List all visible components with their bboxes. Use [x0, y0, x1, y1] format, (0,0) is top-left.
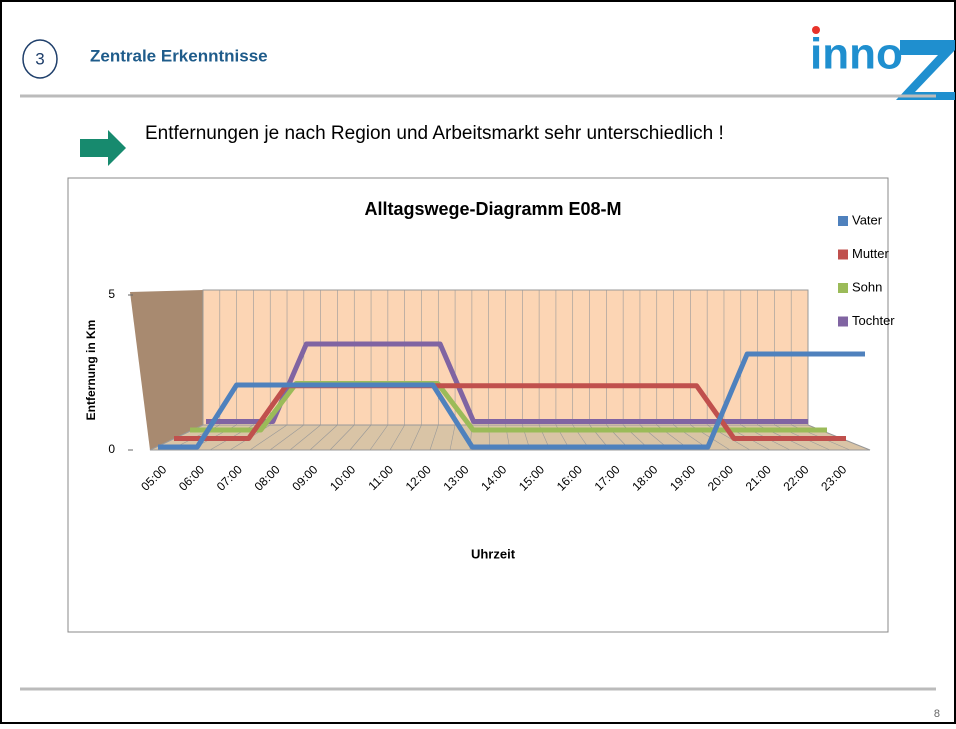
logo-dot: [812, 26, 820, 34]
floor-grid: [329, 424, 355, 451]
y-tick-label: 5: [108, 287, 115, 301]
legend-swatch: [838, 316, 848, 327]
chart-title: Alltagswege-Diagramm E08-M: [364, 199, 621, 219]
bullet-text: Entfernungen je nach Region und Arbeitsm…: [145, 123, 724, 144]
logo-z: [896, 40, 955, 100]
floor-grid: [289, 424, 321, 451]
legend-label: Mutter: [852, 246, 890, 261]
floor-grid: [409, 424, 422, 451]
page-number: 8: [934, 708, 940, 720]
floor-grid: [249, 424, 288, 451]
x-axis-title: Uhrzeit: [471, 546, 516, 561]
legend-label: Sohn: [852, 279, 882, 294]
badge-circle: [22, 39, 58, 79]
legend-label: Tochter: [852, 313, 895, 328]
floor-grid: [369, 424, 389, 451]
floor-grid: [449, 424, 456, 451]
legend-label: Vater: [852, 212, 883, 227]
logo-text: inno: [810, 30, 903, 79]
legend-swatch: [838, 249, 848, 260]
slide-title: Zentrale Erkenntnisse: [90, 46, 268, 65]
floor-grid: [309, 424, 338, 451]
side-wall: [130, 290, 203, 450]
floor-grid: [269, 424, 305, 451]
legend-swatch: [838, 283, 848, 293]
floor-grid: [349, 424, 372, 451]
badge-number: 3: [35, 49, 44, 68]
floor-grid: [429, 424, 439, 451]
series-line: [158, 351, 865, 450]
series-line: [206, 341, 808, 424]
y-axis-title: Entfernung in Km: [84, 320, 98, 421]
legend-swatch: [838, 216, 848, 226]
arrow-icon: [80, 130, 126, 166]
floor-grid: [389, 424, 405, 451]
y-tick-label: 0: [108, 442, 115, 456]
